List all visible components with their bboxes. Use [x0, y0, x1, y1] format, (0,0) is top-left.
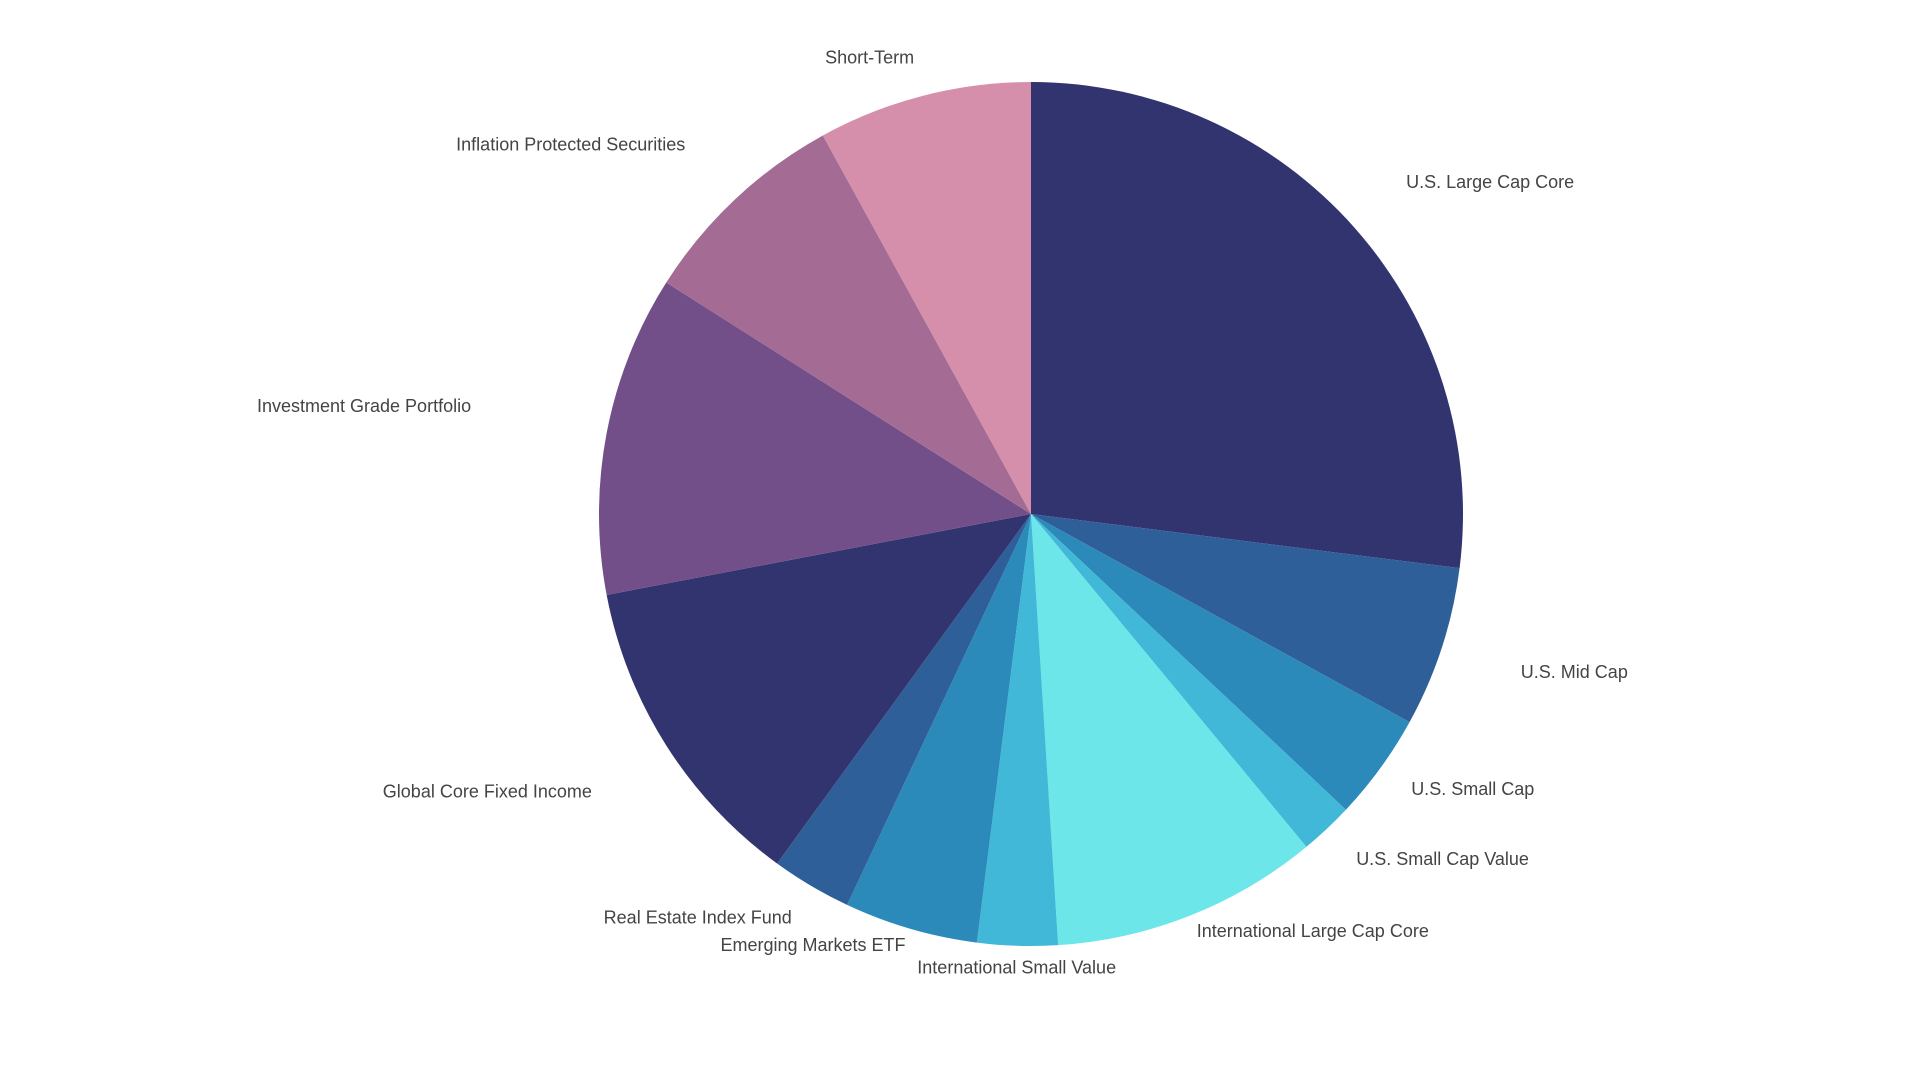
pie-slice-label-8: Global Core Fixed Income	[383, 781, 592, 801]
pie-slice-7	[777, 514, 1031, 905]
pie-slice-9	[598, 282, 1031, 595]
pie-slice-3	[1031, 514, 1346, 847]
pie-slice-6	[847, 514, 1031, 943]
pie-slice-8	[606, 514, 1031, 864]
pie-slice-11	[822, 82, 1031, 514]
pie-slice-label-7: Real Estate Index Fund	[604, 907, 792, 927]
pie-slice-label-6: Emerging Markets ETF	[720, 935, 905, 955]
pie-slice-label-0: U.S. Large Cap Core	[1406, 172, 1574, 192]
pie-slice-label-10: Inflation Protected Securities	[456, 135, 685, 155]
pie-slice-label-3: U.S. Small Cap Value	[1356, 849, 1529, 869]
pie-slice-label-11: Short-Term	[825, 48, 914, 68]
pie-slice-1	[1031, 514, 1460, 723]
pie-slice-label-1: U.S. Mid Cap	[1521, 662, 1628, 682]
pie-slice-5	[976, 514, 1059, 947]
pie-slices	[598, 82, 1463, 947]
pie-labels: U.S. Large Cap Core U.S. Mid Cap U.S. Smal…	[257, 48, 1628, 978]
pie-slice-label-4: International Large Cap Core	[1197, 921, 1429, 941]
pie-slice-label-5: International Small Value	[917, 958, 1116, 978]
pie-slice-label-2: U.S. Small Cap	[1411, 779, 1534, 799]
pie-slice-2	[1031, 514, 1410, 810]
pie-slice-10	[666, 135, 1031, 514]
pie-slice-label-9: Investment Grade Portfolio	[257, 396, 471, 416]
pie-slice-4	[1031, 514, 1307, 946]
pie-slice-0	[1031, 82, 1463, 569]
